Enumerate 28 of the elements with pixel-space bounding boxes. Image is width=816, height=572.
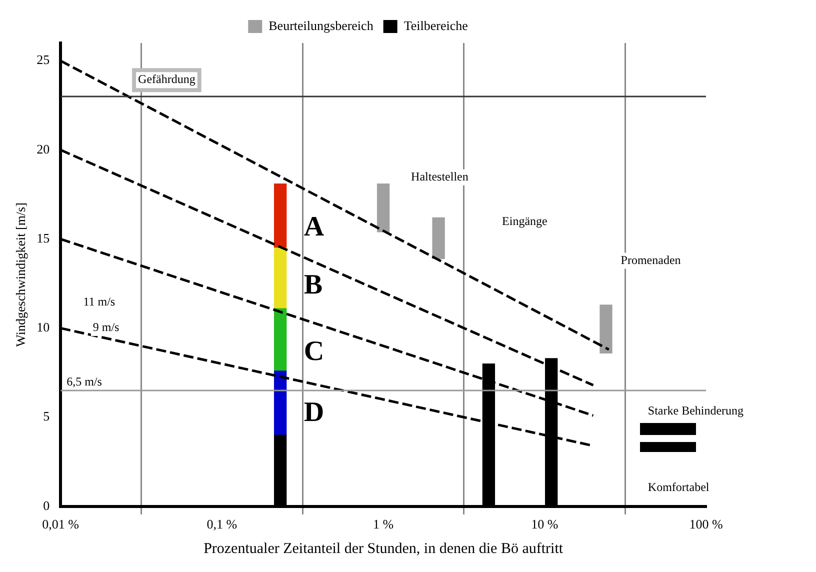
x-tick-label: 100 % xyxy=(689,516,723,532)
x-axis-title: Prozentualer Zeitanteil der Stunden, in denen die Bö auftritt xyxy=(204,540,564,557)
annotation: Starke Behinderung xyxy=(648,404,744,418)
x-tick-label: 1 % xyxy=(373,516,394,532)
y-tick-label: 15 xyxy=(36,230,50,246)
y-axis-title: Windgeschwindigkeit [m/s] xyxy=(13,202,28,347)
annotation: Eingänge xyxy=(502,214,548,228)
annotation: 9 m/s xyxy=(92,320,120,334)
annotation: Komfortabel xyxy=(648,480,710,494)
y-tick-label: 0 xyxy=(43,498,50,513)
legend-label: Teilbereiche xyxy=(404,18,468,33)
y-tick-label: 25 xyxy=(36,52,50,68)
annotation: Promenaden xyxy=(620,252,681,267)
annotation: Gefährdung xyxy=(138,72,196,86)
annotation: Haltestellen xyxy=(411,170,468,184)
x-tick-label: 0,01 % xyxy=(42,516,80,532)
x-tick-label: 0,1 % xyxy=(206,516,238,532)
ref-line-label: 6,5 m/s xyxy=(66,374,102,389)
y-tick-label: 10 xyxy=(36,320,50,335)
annotation: B xyxy=(304,270,323,301)
legend-label: Beurteilungsbereich xyxy=(268,18,374,33)
annotation: 11 m/s xyxy=(83,294,116,309)
annotation: A xyxy=(304,212,325,243)
y-tick-label: 5 xyxy=(43,408,50,424)
y-tick-label: 20 xyxy=(36,141,50,156)
x-tick-label: 10 % xyxy=(531,516,558,532)
annotation: C xyxy=(304,336,324,367)
annotation: D xyxy=(304,396,324,428)
